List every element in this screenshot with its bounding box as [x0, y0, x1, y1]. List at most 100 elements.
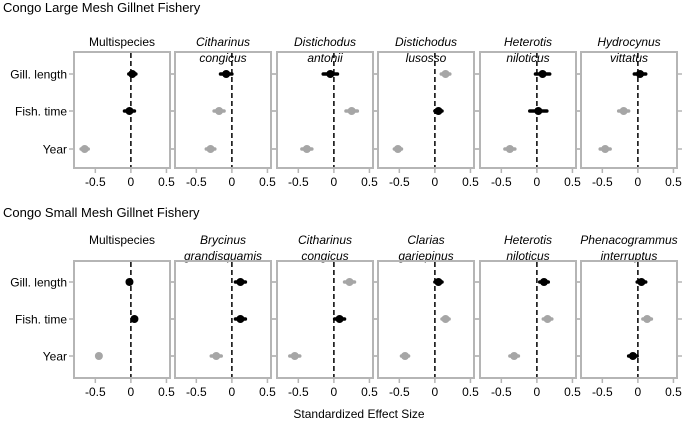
point-estimate [212, 352, 221, 360]
x-tick-label: 0.5 [158, 175, 175, 189]
point-estimate [441, 70, 450, 78]
x-tick-label: -0.5 [85, 175, 106, 189]
x-tick-label: -0.5 [389, 175, 410, 189]
point-estimate [302, 145, 311, 153]
row-label: Gill. length [10, 68, 67, 82]
point-estimate [538, 70, 547, 78]
x-tick-label: 0 [331, 175, 338, 189]
panel-name-line2: gariepinus [398, 249, 453, 263]
point-estimate [619, 107, 628, 115]
point-estimate [628, 352, 637, 360]
point-estimate [335, 315, 344, 323]
point-estimate [601, 145, 610, 153]
point-estimate [130, 315, 139, 323]
point-estimate [347, 107, 356, 115]
point-estimate [206, 145, 215, 153]
panel-frame [73, 51, 171, 169]
panel-frame [479, 51, 577, 169]
chart-title: Congo Large Mesh Gillnet Fishery [3, 0, 201, 15]
panel-frame [377, 51, 475, 169]
panel-name-line2: niloticus [506, 249, 549, 263]
x-tick-label: 0 [128, 175, 135, 189]
x-tick-label: 0.5 [158, 385, 175, 399]
panel-name-line1: Hydrocynus [597, 35, 660, 49]
panel-name-line2: interruptus [601, 249, 658, 263]
point-estimate [222, 70, 231, 78]
panel-name-line1: Heterotis [504, 233, 552, 247]
point-estimate [534, 107, 543, 115]
panel-name-line1: Clarias [407, 233, 444, 247]
panel-frame [174, 260, 272, 379]
point-estimate [128, 70, 137, 78]
point-estimate [636, 70, 645, 78]
point-estimate [643, 315, 652, 323]
x-tick-label: 0 [331, 385, 338, 399]
point-estimate [401, 352, 410, 360]
point-estimate [345, 278, 354, 286]
x-axis-label: Standardized Effect Size [293, 407, 425, 421]
x-tick-label: -0.5 [491, 385, 512, 399]
x-tick-label: 0.5 [564, 175, 581, 189]
panel-frame [174, 51, 272, 169]
panel-name-line1: Phenacogrammus [580, 233, 677, 247]
x-tick-label: 0.5 [665, 385, 682, 399]
x-tick-label: 0.5 [361, 175, 378, 189]
panel-name-line1: Multispecies [89, 35, 155, 49]
x-tick-label: -0.5 [288, 175, 309, 189]
point-estimate [434, 278, 443, 286]
x-tick-label: 0 [534, 385, 541, 399]
point-estimate [125, 278, 134, 286]
row-label: Gill. length [10, 276, 67, 290]
row-label: Year [43, 350, 67, 364]
point-estimate [434, 107, 443, 115]
x-tick-label: -0.5 [491, 175, 512, 189]
x-tick-label: 0 [128, 385, 135, 399]
panel-name-line1: Brycinus [200, 233, 246, 247]
panel-name-line2: grandisquamis [184, 249, 262, 263]
x-tick-label: 0 [635, 385, 642, 399]
panel-name-line1: Distichodus [395, 35, 457, 49]
panel-frame [276, 51, 374, 169]
point-estimate [125, 107, 134, 115]
x-tick-label: -0.5 [288, 385, 309, 399]
x-tick-label: 0.5 [259, 385, 276, 399]
point-estimate [215, 107, 224, 115]
panel-name-line2: antonii [307, 51, 343, 65]
x-tick-label: 0.5 [462, 385, 479, 399]
panel-name-line2: congicus [301, 249, 348, 263]
panel-frame [479, 260, 577, 379]
panel-name-line2: niloticus [506, 51, 549, 65]
point-estimate [290, 352, 299, 360]
point-estimate [236, 278, 245, 286]
x-tick-label: -0.5 [592, 175, 613, 189]
point-estimate [540, 278, 548, 286]
x-tick-label: 0 [432, 385, 439, 399]
panel-name-line2: lusosso [406, 51, 447, 65]
panel-frame [73, 260, 171, 379]
x-tick-label: 0.5 [564, 385, 581, 399]
point-estimate [441, 315, 450, 323]
panel-frame [276, 260, 374, 379]
point-estimate [236, 315, 245, 323]
point-estimate [505, 145, 514, 153]
x-tick-label: -0.5 [186, 385, 207, 399]
x-tick-label: -0.5 [85, 385, 106, 399]
panel-frame [580, 260, 678, 379]
x-tick-label: 0.5 [462, 175, 479, 189]
x-tick-label: -0.5 [389, 385, 410, 399]
point-estimate [326, 70, 335, 78]
x-tick-label: -0.5 [592, 385, 613, 399]
x-tick-label: 0 [635, 175, 642, 189]
x-tick-label: 0 [229, 385, 236, 399]
point-estimate [80, 145, 89, 153]
row-label: Year [43, 143, 67, 157]
x-tick-label: 0 [534, 175, 541, 189]
panel-name-line2: congicus [199, 51, 246, 65]
row-label: Fish. time [15, 313, 67, 327]
row-label: Fish. time [15, 105, 67, 119]
panel-frame [580, 51, 678, 169]
x-tick-label: 0 [229, 175, 236, 189]
panel-name-line1: Heterotis [504, 35, 552, 49]
chart-title: Congo Small Mesh Gillnet Fishery [3, 205, 200, 220]
